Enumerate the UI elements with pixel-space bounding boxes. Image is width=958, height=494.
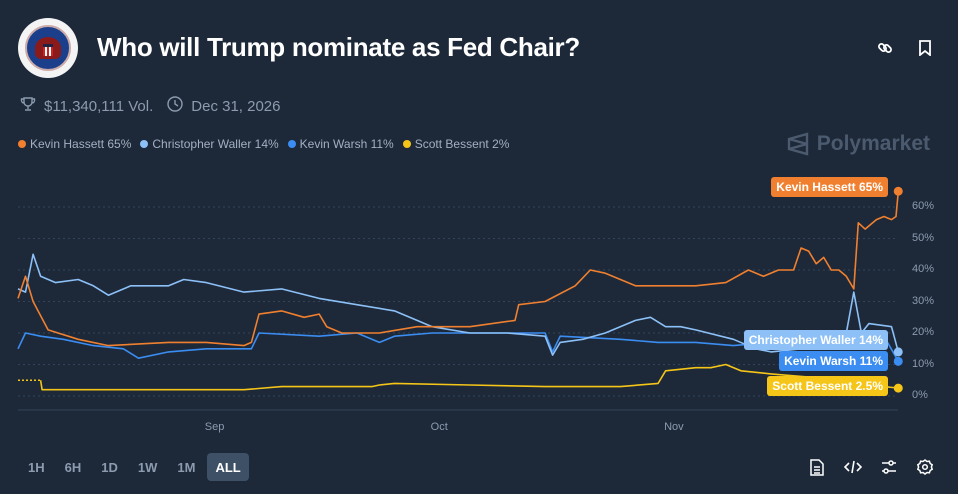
link-icon[interactable] (876, 39, 894, 57)
polymarket-watermark: Polymarket (787, 132, 930, 156)
series-end-dot (893, 186, 903, 196)
time-range-selector: 1H 6H 1D 1W 1M ALL (20, 453, 249, 481)
legend-label: Kevin Hassett 65% (30, 137, 132, 151)
brand-name: Polymarket (816, 132, 930, 155)
x-tick-label: Nov (664, 421, 684, 433)
range-1w[interactable]: 1W (137, 459, 158, 475)
end-label-bessent: Scott Bessent 2.5% (767, 376, 888, 396)
clock-icon (167, 96, 183, 116)
range-6h[interactable]: 6H (64, 459, 82, 475)
legend-dot (140, 140, 149, 148)
bookmark-icon[interactable] (916, 39, 934, 57)
fed-seal-logo (18, 18, 78, 78)
range-1d[interactable]: 1D (101, 459, 118, 475)
legend-item: Kevin Warsh 11% (287, 137, 394, 151)
y-tick-label: 20% (912, 326, 935, 338)
y-tick-label: 60% (912, 200, 935, 212)
y-tick-label: 10% (912, 357, 935, 370)
legend-dot (402, 140, 411, 148)
legend-item: Kevin Hassett 65% (18, 137, 131, 151)
y-tick-label: 50% (912, 231, 935, 244)
range-1m[interactable]: 1M (177, 459, 196, 475)
y-tick-label: 30% (912, 294, 935, 307)
x-tick-label: Sep (204, 421, 225, 433)
document-icon[interactable] (808, 458, 826, 476)
range-all[interactable]: ALL (207, 453, 249, 481)
trophy-icon (20, 96, 36, 116)
legend-label: Christopher Waller 14% (152, 137, 279, 151)
y-tick-label: 40% (912, 263, 935, 275)
settings-gear-icon[interactable] (916, 458, 934, 476)
legend: Kevin Hassett 65% Christopher Waller 14%… (18, 137, 509, 151)
embed-code-icon[interactable] (844, 458, 862, 476)
volume: $11,340,111 Vol. (44, 97, 154, 115)
end-label-warsh: Kevin Warsh 11% (779, 351, 888, 371)
legend-item: Scott Bessent 2% (402, 137, 510, 151)
legend-label: Kevin Warsh 11% (299, 137, 394, 151)
page-title: Who will Trump nominate as Fed Chair? (97, 32, 580, 62)
series-end-dot (893, 347, 903, 357)
legend-item: Christopher Waller 14% (140, 137, 279, 151)
range-1h[interactable]: 1H (28, 459, 45, 475)
end-label-waller: Christopher Waller 14% (743, 330, 888, 350)
legend-dot (18, 140, 26, 148)
legend-label: Scott Bessent 2% (414, 137, 510, 151)
series-end-dot (893, 383, 903, 393)
x-tick-label: Oct (430, 421, 448, 433)
y-tick-label: 0% (912, 389, 928, 401)
end-date: Dec 31, 2026 (191, 97, 281, 115)
end-label-hassett: Kevin Hassett 65% (771, 177, 888, 197)
series-end-dot (893, 356, 903, 366)
sliders-icon[interactable] (880, 458, 898, 476)
legend-dot (287, 140, 296, 148)
series-line-kevin-hassett (17, 191, 900, 347)
